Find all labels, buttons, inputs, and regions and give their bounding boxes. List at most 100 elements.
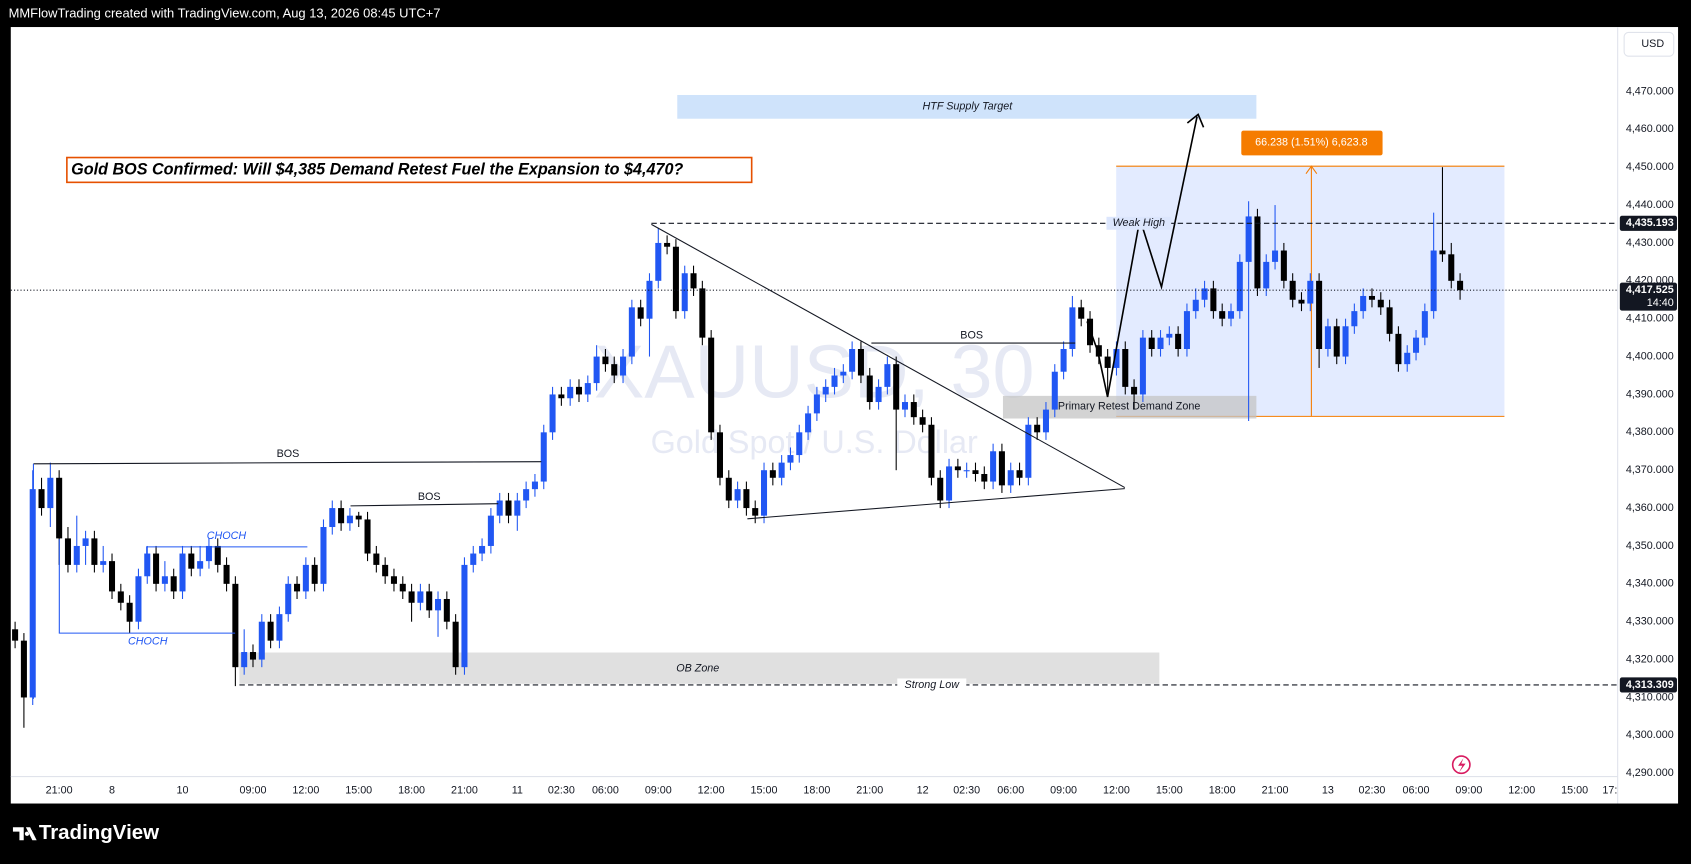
x-tick-label: 12:00 (698, 784, 725, 796)
candle-body (1183, 311, 1190, 349)
candle-body (831, 375, 838, 387)
candle-body (1316, 280, 1323, 349)
candle-body (373, 553, 380, 565)
y-tick-label: 4,340.000 (1626, 578, 1674, 590)
y-tick-label: 4,290.000 (1626, 767, 1674, 779)
candle-body (232, 583, 239, 668)
candle-body (1448, 254, 1455, 281)
candle-body (796, 432, 803, 456)
candle-body (205, 545, 212, 562)
candle-body (664, 242, 671, 247)
candle-body (390, 576, 397, 584)
x-tick-label: 12:00 (1103, 784, 1130, 796)
candle-body (1025, 424, 1032, 478)
strong-low-label: Strong Low (905, 679, 961, 691)
chart-title: Gold BOS Confirmed: Will $4,385 Demand R… (71, 161, 683, 179)
candle-body (470, 553, 477, 565)
candle-body (179, 553, 186, 592)
candle-body (1404, 352, 1411, 365)
candle-body (620, 356, 627, 376)
candle-body (1280, 250, 1287, 281)
footer-brand: TradingView (39, 821, 159, 844)
candle-body (716, 432, 723, 478)
x-tick-label: 12:00 (292, 784, 319, 796)
candle-body (972, 470, 979, 474)
candle-body (734, 489, 741, 501)
candle-body (188, 553, 195, 569)
header: MMFlowTrading created with TradingView.c… (9, 6, 441, 21)
candle-body (479, 545, 486, 554)
candle-body (487, 515, 494, 546)
currency: USD (1641, 38, 1664, 50)
candle-body (197, 561, 204, 569)
candle-body (910, 402, 917, 418)
candle-body (981, 473, 988, 482)
x-tick-label: 02:30 (953, 784, 980, 796)
x-tick-label: 06:00 (997, 784, 1024, 796)
watermark-description: Gold Spot / U.S. Dollar (651, 424, 978, 460)
candle-body (355, 515, 362, 520)
title-box (66, 156, 753, 184)
x-tick-label: 15:00 (751, 784, 778, 796)
y-tick-label: 4,360.000 (1626, 502, 1674, 514)
projection-path (1086, 116, 1198, 398)
candle-body (329, 508, 336, 528)
candle-body (249, 652, 257, 660)
candle-body (56, 477, 63, 539)
candle-body (725, 477, 732, 501)
x-tick-label: 18:00 (398, 784, 425, 796)
x-tick-label: 10 (177, 784, 189, 796)
candle-body (611, 364, 618, 376)
x-tick-label: 09:00 (240, 784, 267, 796)
candle-body (1439, 250, 1446, 255)
measure-label: 66.238 (1.51%) 6,623.8 (1255, 136, 1368, 148)
x-tick-label: 06:00 (592, 784, 619, 796)
candle-body (214, 545, 221, 565)
candle-body (558, 394, 565, 399)
candle-body (223, 564, 230, 584)
y-tick-label: 4,460.000 (1626, 123, 1674, 135)
candle-body (1016, 470, 1023, 478)
y-tick-label: 4,320.000 (1626, 653, 1674, 665)
candle-body (549, 394, 556, 433)
measure-arrowhead (1305, 165, 1318, 175)
x-tick-label: 15:00 (345, 784, 372, 796)
candle-body (1148, 337, 1155, 349)
x-tick-label: 21:00 (46, 784, 73, 796)
htf-zone (677, 94, 1257, 119)
candle-body (399, 583, 406, 592)
x-tick-label: 02:30 (548, 784, 575, 796)
candle-body (743, 489, 750, 509)
candle-body (1430, 250, 1437, 312)
x-tick-label: 17: (1602, 784, 1617, 796)
candle-body (778, 462, 785, 478)
candle-body (628, 307, 635, 357)
candle-body (73, 545, 80, 565)
candle-body (1069, 307, 1076, 349)
candle-body (761, 470, 768, 516)
candle-body (1395, 333, 1402, 365)
x-tick-label: 13 (1322, 784, 1334, 796)
candles (12, 167, 1464, 728)
candle-body (64, 538, 71, 565)
htf-label: HTF Supply Target (922, 101, 1013, 113)
candle-body (690, 273, 697, 289)
x-tick-label: 09:00 (1455, 784, 1482, 796)
candle-body (338, 508, 345, 524)
candle-body (1413, 337, 1420, 353)
candle-body (452, 621, 459, 668)
x-tick-label: 15:00 (1561, 784, 1588, 796)
candle-body (752, 508, 759, 516)
candle-body (575, 386, 583, 395)
candle-body (1042, 409, 1049, 433)
candle-body (294, 583, 301, 592)
candle-body (523, 489, 530, 501)
x-tick-label: 09:00 (1050, 784, 1077, 796)
price-label: 4,417.525 (1626, 284, 1674, 296)
candle-body (849, 348, 856, 372)
candle-body (161, 576, 168, 584)
bos-line (350, 503, 499, 507)
candle-body (857, 348, 864, 376)
x-tick-label: 15:00 (1156, 784, 1183, 796)
candle-body (1122, 348, 1129, 387)
